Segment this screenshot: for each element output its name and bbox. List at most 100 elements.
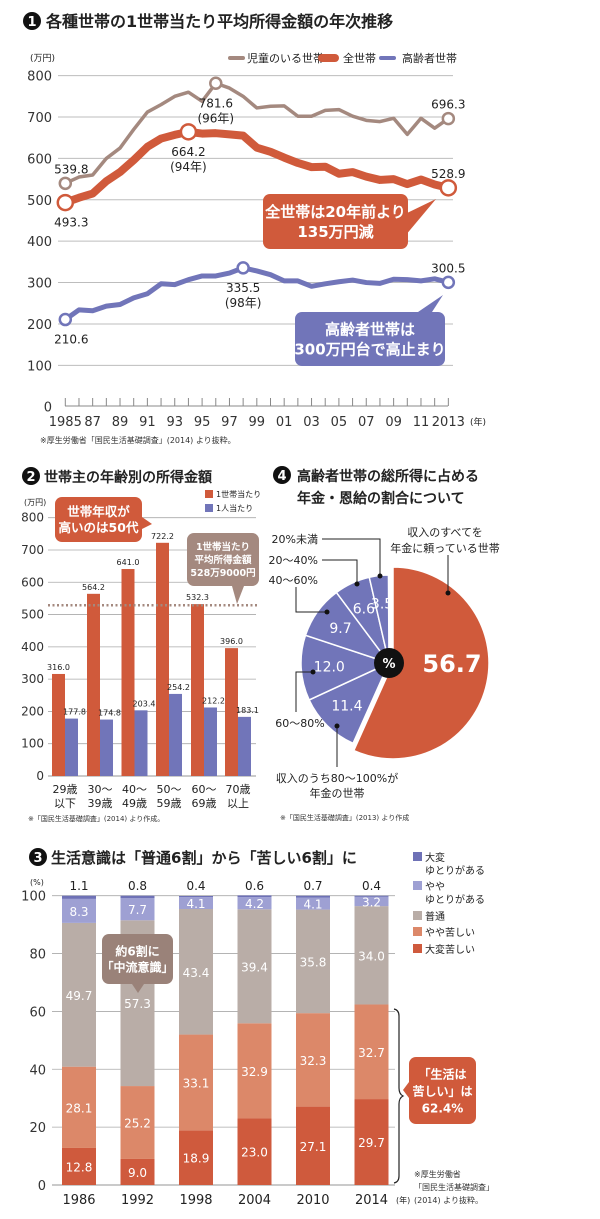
number-badge-icon (22, 467, 40, 485)
legend-label: 全世帯 (343, 51, 376, 65)
y-tick-label: 200 (21, 704, 44, 718)
stack-segment (62, 922, 96, 1067)
y-tick-label: 100 (27, 359, 52, 374)
pie-slice (352, 566, 490, 760)
pie-slice (308, 661, 391, 745)
slice-value-label: 3.5 (371, 597, 393, 613)
category-label: 20〜40% (269, 554, 318, 567)
y-tick-label: 800 (27, 70, 52, 85)
x-tick-label: 09 (385, 415, 402, 430)
brace (393, 1008, 405, 1184)
stack-segment (62, 1066, 96, 1148)
chart2-title: 世帯主の年齢別の所得金額 (44, 469, 212, 486)
callout-average-income: 1世帯当たり平均所得金額 528万9000円 (187, 533, 259, 604)
callout-text: 世帯年収が (67, 504, 130, 519)
category-label: 59歳 (157, 797, 182, 810)
leader-dot (354, 581, 360, 587)
data-label: 335.5 (226, 281, 260, 295)
segment-value-label: 25.2 (124, 1117, 151, 1131)
y-tick-label: 0 (38, 1179, 46, 1194)
callout-text: 全世帯は20年前より (264, 203, 406, 221)
legend-label: やや (425, 881, 445, 893)
number-badge-icon (273, 466, 291, 484)
segment-value-label: 29.7 (358, 1136, 385, 1150)
segment-value-label: 35.8 (300, 955, 327, 969)
category-label: 収入のすべてを (407, 526, 483, 539)
x-tick-label: 89 (112, 415, 129, 430)
chart1-badge: 1 (23, 12, 41, 30)
legend-swatch (205, 490, 213, 498)
callout-text: 62.4% (422, 1101, 464, 1115)
bar-per-household (52, 673, 65, 776)
stack-segment (120, 895, 155, 899)
segment-value-label: 32.7 (358, 1046, 385, 1060)
slice-value-label: 11.4 (331, 699, 362, 715)
category-label: 60〜80% (275, 717, 324, 730)
x-tick-label: 1986 (62, 1193, 95, 1208)
callout-text: 約6割に (115, 943, 159, 958)
stack-segment (296, 1013, 330, 1107)
stack-segment (237, 909, 272, 1024)
stack-segment (354, 896, 389, 907)
x-tick-label: 95 (194, 415, 211, 430)
data-point (439, 179, 458, 197)
x-tick-label: 2004 (238, 1193, 271, 1208)
callout-text: 300万円台で高止まり (294, 341, 445, 359)
segment-value-label: 8.3 (69, 905, 88, 919)
y-tick-label: 60 (29, 1005, 46, 1020)
pie-slice (300, 634, 392, 701)
data-label: 696.3 (431, 98, 465, 112)
chart-number: 3 (33, 851, 42, 866)
x-unit-label: (年) (396, 1195, 410, 1205)
callout-tail (405, 199, 436, 236)
bar-per-person (238, 716, 251, 776)
category-label: 年金に頼っている世帯 (390, 541, 499, 555)
callout-tail (418, 295, 443, 312)
data-label-year: (94年) (170, 160, 207, 174)
stack-segment (179, 909, 213, 1035)
y-tick-label: 500 (21, 608, 44, 622)
source-note: ※厚生労働省「国民生活基礎調査」(2014) より抜粋。 (40, 435, 236, 445)
x-tick-label: 11 (413, 415, 430, 430)
callout-text: 苦しい」は (412, 1083, 472, 1098)
y-tick-label: 0 (44, 401, 52, 416)
callout-box (187, 533, 259, 586)
callout-all-households: 全世帯は20年前より 135万円減 (263, 194, 436, 249)
segment-value-label: 49.7 (66, 989, 93, 1003)
chart3-title: 生活意識は「普通6割」から「苦しい6割」に (51, 849, 357, 867)
stack-segment (62, 895, 96, 899)
category-label: 39歳 (88, 797, 113, 810)
callout-text: 「生活は (418, 1066, 466, 1081)
x-tick-label: 1985 (49, 415, 82, 430)
legend-label: 高齢者世帯 (402, 51, 457, 65)
callout-box (102, 934, 173, 984)
bar-per-person (100, 719, 113, 776)
category-label: 年金の世帯 (310, 786, 365, 800)
stack-segment (237, 1118, 272, 1185)
data-label: 300.5 (431, 261, 465, 275)
x-tick-label: 2013 (432, 415, 465, 430)
callout-box (295, 312, 445, 366)
x-tick-label: 01 (276, 415, 293, 430)
segment-value-label: 4.2 (245, 897, 264, 911)
category-label: 29歳 (53, 783, 78, 796)
chart-number: 4 (277, 469, 286, 484)
source-note: (2014) より抜粋。 (414, 1195, 483, 1205)
slice-value-label: 56.7 (422, 650, 481, 678)
leader-dot (324, 609, 330, 615)
source-note: ※「国民生活基礎調査」(2014) より作成。 (28, 814, 164, 823)
y-unit-label: (%) (30, 878, 44, 887)
series-line-1 (63, 127, 450, 207)
data-label-year: (96年) (197, 111, 234, 125)
y-tick-label: 0 (36, 769, 44, 783)
y-tick-label: 400 (27, 235, 52, 250)
chart3-badge: 3 (29, 848, 47, 866)
category-label: 49歳 (122, 797, 147, 810)
bar-value-label: 174.8 (98, 709, 121, 718)
chart-number: 2 (26, 470, 35, 485)
stack-segment (120, 1086, 155, 1159)
legend-label: ゆとりがある (425, 893, 485, 906)
stack-segment (179, 897, 213, 910)
